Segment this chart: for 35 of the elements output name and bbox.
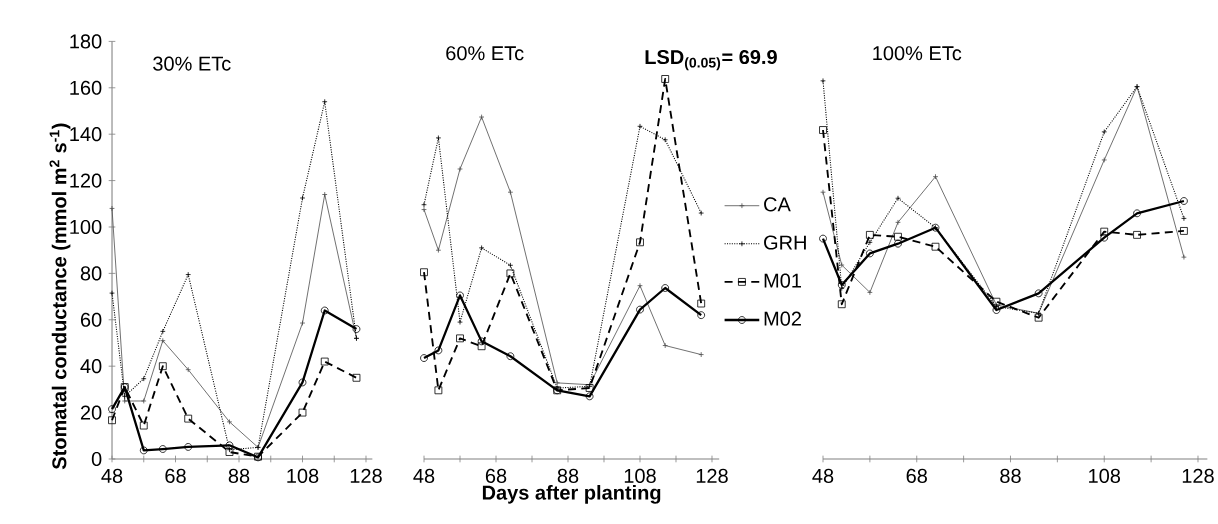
y-tick-label: 180 — [70, 34, 102, 49]
x-axis-title: Days after planting — [482, 485, 661, 504]
y-tick-label: 80 — [80, 266, 102, 281]
x-tick-label: 48 — [413, 468, 435, 483]
y-tick-label: 20 — [80, 405, 102, 420]
text: 30% ETc — [153, 56, 231, 71]
legend-label: GRH — [764, 235, 806, 250]
y-tick-label: 40 — [80, 359, 102, 374]
y-tick-label: 100 — [70, 219, 102, 235]
y-tick-label: 120 — [70, 173, 102, 188]
x-tick-label: 108 — [624, 468, 656, 483]
x-tick-label: 68 — [906, 468, 927, 483]
y-tick-label: 160 — [70, 80, 102, 95]
x-tick-label: 88 — [1000, 468, 1021, 483]
y-tick-label: 0 — [91, 451, 102, 467]
y-tick-label: 140 — [70, 127, 102, 142]
x-tick-label: 128 — [696, 468, 728, 483]
chart-title: 60% ETc — [446, 46, 524, 61]
legend-label: M01 — [764, 273, 801, 288]
y-axis-title: Stomatal conductance (mmol m$^{2}$ s$^{-1}$) — [49, 123, 71, 470]
x-tick-label: 48 — [812, 468, 834, 483]
x-tick-label: 68 — [485, 468, 507, 483]
x-tick-label: 88 — [557, 468, 579, 483]
y-tick-label: 60 — [80, 312, 102, 327]
x-tick-label: 108 — [1089, 468, 1121, 483]
x-tick-label: 88 — [228, 468, 250, 483]
x-tick-label: 128 — [1182, 468, 1214, 483]
chart-title: 100% ETc — [873, 46, 962, 61]
x-tick-label: 128 — [350, 468, 382, 483]
x-tick-label: 68 — [165, 468, 186, 483]
x-tick-label: 108 — [287, 468, 319, 483]
x-tick-label: 48 — [101, 468, 123, 483]
legend-label: CA — [764, 197, 791, 212]
legend-label: M02 — [764, 311, 801, 326]
text: LSD$_{(0.05)}$= 69.9 — [645, 49, 777, 71]
